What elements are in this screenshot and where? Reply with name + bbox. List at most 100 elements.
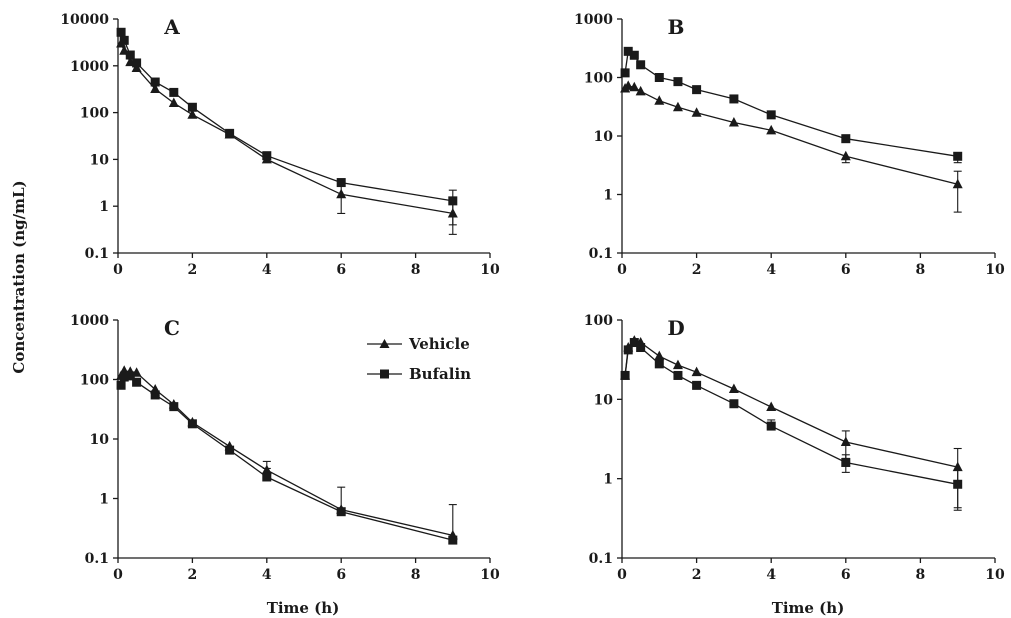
x-tick-label: 4 — [262, 567, 272, 583]
data-point-triangle — [150, 83, 161, 93]
series-bufalin — [116, 27, 458, 226]
data-point-square — [262, 151, 272, 161]
y-tick-label: 1000 — [70, 313, 109, 329]
data-point-square — [953, 479, 963, 489]
data-point-square — [623, 345, 633, 355]
x-tick-label: 0 — [617, 567, 627, 583]
data-point-triangle — [766, 124, 777, 135]
data-point-triangle — [728, 117, 739, 127]
panel-label: C — [164, 316, 180, 340]
series-line-vehicle — [624, 339, 958, 468]
x-tick-label: 2 — [188, 567, 198, 583]
data-point-square — [150, 390, 160, 400]
series-line-bufalin — [120, 375, 453, 541]
data-point-triangle — [187, 109, 198, 119]
data-point-square — [623, 46, 633, 56]
data-point-square — [729, 399, 739, 409]
x-tick-label: 10 — [985, 262, 1005, 278]
data-point-square — [654, 359, 664, 369]
x-tick-label: 8 — [411, 567, 421, 583]
data-point-triangle — [952, 178, 963, 189]
x-axis-title-left: Time (h) — [267, 599, 340, 617]
y-tick-label: 10 — [90, 152, 110, 168]
panel-a: 0 2 4 6 8 10 0.1 1 10 100 1000 10000 A — [60, 12, 500, 278]
data-point-triangle — [766, 401, 777, 412]
panel-c: 0 2 4 6 8 10 0.1 1 10 100 1000 C — [70, 313, 500, 583]
data-point-square — [766, 110, 776, 120]
x-tick-label: 4 — [766, 262, 776, 278]
data-point-square — [132, 377, 142, 387]
y-axis-title: Concentration (ng/mL) — [10, 180, 28, 373]
series-bufalin — [620, 338, 963, 509]
data-point-triangle — [728, 383, 739, 393]
series-vehicle — [116, 365, 458, 540]
x-tick-label: 0 — [113, 262, 123, 278]
data-point-triangle — [623, 80, 634, 90]
y-tick-label: 0.1 — [85, 551, 109, 567]
y-tick-label: 1000 — [70, 59, 109, 75]
data-point-square — [225, 128, 235, 138]
data-point-triangle — [840, 436, 851, 446]
data-point-square — [673, 370, 683, 380]
legend: Vehicle Bufalin — [367, 335, 471, 383]
data-point-triangle — [336, 188, 347, 199]
y-tick-label: 1000 — [574, 12, 613, 28]
y-tick-label: 1 — [603, 188, 613, 204]
y-tick-label: 100 — [584, 313, 613, 329]
data-point-square — [953, 151, 963, 161]
data-point-square — [187, 102, 197, 112]
series-bufalin — [620, 46, 963, 164]
series-line-vehicle — [624, 85, 958, 185]
data-point-triangle — [952, 461, 963, 472]
data-point-square — [187, 419, 197, 429]
data-point-square — [692, 380, 702, 390]
y-tick-label: 10 — [594, 392, 614, 408]
data-point-square — [448, 196, 458, 206]
data-point-square — [336, 507, 346, 517]
x-tick-label: 6 — [336, 567, 346, 583]
x-tick-label: 0 — [113, 567, 123, 583]
data-point-square — [841, 134, 851, 144]
x-tick-label: 0 — [617, 262, 627, 278]
panel-label: A — [163, 15, 180, 39]
y-tick-label: 100 — [584, 71, 613, 87]
data-point-square — [125, 50, 135, 60]
data-point-square — [673, 77, 683, 87]
data-point-triangle — [654, 95, 665, 105]
data-point-square — [125, 371, 135, 381]
y-tick-label: 1 — [603, 472, 613, 488]
y-tick-label: 0.1 — [589, 246, 613, 262]
x-tick-label: 6 — [841, 262, 851, 278]
data-point-square — [692, 85, 702, 95]
data-point-triangle — [691, 366, 702, 377]
data-point-square — [620, 68, 630, 78]
data-point-square — [169, 402, 179, 412]
x-tick-label: 4 — [766, 567, 776, 583]
data-point-square — [636, 343, 646, 353]
data-point-square — [336, 178, 346, 188]
data-point-square — [116, 380, 126, 390]
x-tick-label: 10 — [480, 567, 500, 583]
x-tick-label: 8 — [916, 262, 926, 278]
panel-label: B — [668, 15, 685, 39]
data-point-triangle — [691, 107, 702, 117]
data-point-triangle — [672, 359, 683, 370]
data-point-square — [629, 50, 639, 60]
panel-d: 0 2 4 6 8 10 0.1 1 10 100 D — [584, 313, 1005, 583]
x-tick-label: 8 — [411, 262, 421, 278]
data-point-square — [116, 27, 126, 37]
y-tick-label: 1 — [99, 199, 109, 215]
x-tick-label: 2 — [692, 262, 702, 278]
y-tick-label: 10 — [594, 129, 614, 145]
x-tick-label: 6 — [841, 567, 851, 583]
data-point-triangle — [672, 101, 683, 112]
data-point-triangle — [168, 97, 179, 108]
y-tick-label: 100 — [80, 373, 109, 389]
x-tick-label: 8 — [916, 567, 926, 583]
data-point-square — [729, 94, 739, 104]
x-tick-label: 4 — [262, 262, 272, 278]
data-point-triangle — [654, 350, 665, 361]
data-point-square — [169, 87, 179, 97]
series-vehicle — [620, 80, 963, 213]
